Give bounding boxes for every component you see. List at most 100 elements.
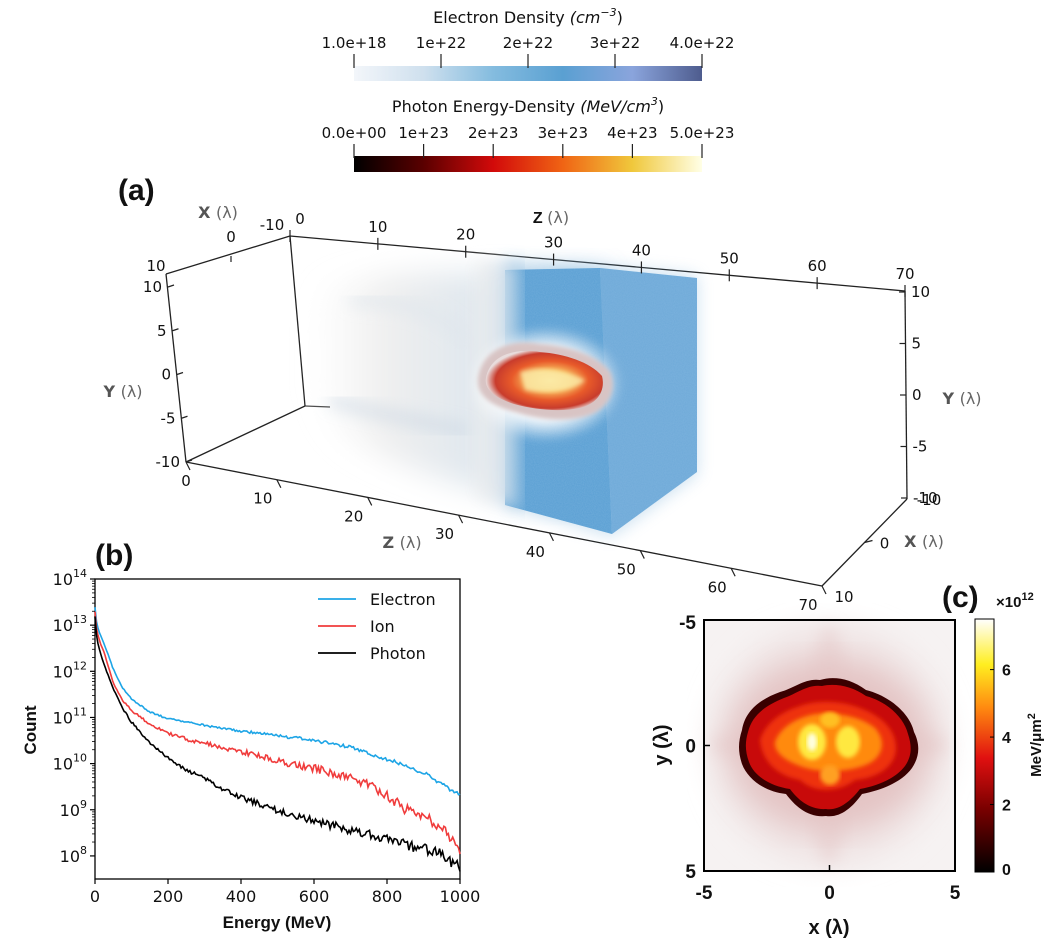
x-right-axis-title: X (λ) <box>904 532 944 551</box>
y-right-axis-tick-label: -10 <box>913 489 938 507</box>
y-right-axis-tick-label: -5 <box>913 438 928 456</box>
y-left-axis-tick <box>172 328 179 332</box>
electron-colorbar-gradient <box>354 66 702 81</box>
photon-colorbar: Photon Energy-Density (MeV/cm3) 0.0e+00 1… <box>322 95 735 172</box>
photon-colorbar-gradient <box>354 156 702 172</box>
c-colorbar-tick-label: 2 <box>1002 798 1011 815</box>
z-bottom-axis-tick-label: 30 <box>435 525 454 543</box>
panel-c-ylabel: y (λ) <box>651 724 673 765</box>
y-tick-label: 1012 <box>53 659 87 681</box>
panel-b-plot-frame <box>94 578 461 880</box>
photon-colorbar-title: Photon Energy-Density (MeV/cm3) <box>392 95 664 116</box>
y-right-axis-tick-label: 10 <box>911 283 930 301</box>
z-bottom-axis-tick <box>276 479 282 488</box>
panel-b-y-ticks: 108 109 1010 1011 1012 1013 1014 <box>53 567 95 866</box>
y-left-axis-tick-label: 0 <box>161 366 171 384</box>
electron-colorbar-ticks: 1.0e+18 1e+22 2e+22 3e+22 4.0e+22 <box>322 34 735 68</box>
x-tick-label: 200 <box>153 887 184 906</box>
panel-c-colorbar <box>974 618 995 873</box>
x-right-axis-tick-label: 10 <box>834 588 853 606</box>
z-bottom-axis-tick-label: 10 <box>253 490 272 508</box>
panel-a-label: (a) <box>118 174 155 207</box>
z-top-axis-tick-label: 60 <box>808 257 827 275</box>
panel-c-ticks: -5 0 5-505 <box>679 613 961 904</box>
z-top-axis-tick-label: -10 <box>260 216 285 234</box>
z-bottom-axis-tick <box>639 550 645 559</box>
z-bottom-axis-tick-label: 0 <box>181 472 191 490</box>
z-bottom-axis-tick-label: 20 <box>344 507 363 525</box>
c-y-tick-label: 5 <box>685 862 696 883</box>
series-line-ion <box>94 611 461 855</box>
z-bottom-axis-tick <box>185 461 191 471</box>
z-bottom-axis-tick <box>548 532 554 542</box>
electron-colorbar: Electron Density (cm−3) 1.0e+18 1e+22 2e+2… <box>322 6 735 81</box>
x-tick-label: 0 <box>90 887 100 906</box>
z-top-axis-tick-label: 0 <box>295 210 305 228</box>
y-tick-label: 1014 <box>53 567 87 589</box>
y-tick-label: 109 <box>60 798 87 820</box>
y-right-axis-title: Y (λ) <box>941 389 981 408</box>
c-colorbar-tick-label: 4 <box>1002 730 1011 747</box>
x-tick-label: 1000 <box>440 887 481 906</box>
z-bottom-axis-tick-label: 50 <box>617 561 636 579</box>
z-bottom-axis-tick <box>730 568 736 577</box>
z-bottom-axis-tick-label: 70 <box>798 596 817 614</box>
z-top-axis-tick-label: 40 <box>632 241 651 259</box>
y-left-axis-tick <box>185 459 193 463</box>
panel-c-colorbar-multiplier: ×1012 <box>996 591 1034 611</box>
c-colorbar-tick-label: 6 <box>1002 663 1011 680</box>
panel-a-axes: -10 0 10 20 30 40 50 60 70Z (λ)010203040506070Z … <box>102 203 981 614</box>
y-left-axis-tick-label: 5 <box>157 322 167 340</box>
y-tick-label: 108 <box>60 844 87 866</box>
z-bottom-axis-tick <box>821 585 827 595</box>
panel-b-ylabel: Count <box>21 705 40 754</box>
panel-c-label: (c) <box>942 581 979 614</box>
legend-label-ion: Ion <box>370 617 395 636</box>
y-left-axis-tick <box>176 371 184 376</box>
x-left-axis-title: X (λ) <box>198 203 238 222</box>
z-bottom-axis-title: Z (λ) <box>382 533 421 552</box>
panel-c-xlabel: x (λ) <box>808 917 849 939</box>
z-bottom-axis-tick-label: 40 <box>526 543 545 561</box>
x-right-axis-tick-label: -10 <box>917 491 942 509</box>
photon-hotspot <box>467 326 623 442</box>
y-left-axis-tick-label: -10 <box>156 453 181 471</box>
electron-colorbar-title: Electron Density (cm−3) <box>433 6 623 27</box>
photon-colorbar-ticks: 0.0e+00 1e+23 2e+23 3e+23 4e+23 5.0e+23 <box>322 124 735 158</box>
electron-colorbar-tick-label: 3e+22 <box>590 34 640 52</box>
y-right-axis-tick-label: 0 <box>912 386 922 404</box>
y-tick-label: 1010 <box>53 752 87 774</box>
x-left-axis-tick-label: 10 <box>146 257 165 275</box>
y-tick-label: 1013 <box>53 613 87 635</box>
panel-a-box-front-edges <box>304 405 331 408</box>
photon-colorbar-tick-label: 4e+23 <box>607 124 657 142</box>
panel-a-3d-render: -10 0 10 20 30 40 50 60 70Z (λ)010203040506070Z … <box>102 203 981 614</box>
electron-colorbar-tick-label: 4.0e+22 <box>670 34 735 52</box>
y-left-axis-tick <box>181 415 188 419</box>
x-tick-label: 400 <box>226 887 257 906</box>
z-bottom-axis-tick-label: 60 <box>708 578 727 596</box>
photon-colorbar-tick-label: 5.0e+23 <box>670 124 735 142</box>
y-right-axis-tick-label: 5 <box>912 335 922 353</box>
x-right-axis-tick <box>864 539 873 544</box>
z-top-axis-tick-label: 70 <box>895 265 914 283</box>
z-top-axis-tick-label: 10 <box>368 218 387 236</box>
x-left-axis-tick-label: 0 <box>226 228 236 246</box>
x-right-axis-tick-label: 0 <box>880 535 890 553</box>
y-left-axis-tick <box>167 284 175 288</box>
c-x-tick-label: 5 <box>950 883 961 904</box>
electron-colorbar-tick-label: 2e+22 <box>503 34 553 52</box>
legend-label-electron: Electron <box>370 590 436 609</box>
y-left-axis-title: Y (λ) <box>102 382 142 401</box>
photon-colorbar-tick-label: 3e+23 <box>538 124 588 142</box>
series-line-photon <box>94 616 461 872</box>
panel-b-x-ticks: 0 200 400 600 800 1000 <box>90 879 480 906</box>
electron-colorbar-tick-label: 1e+22 <box>416 34 466 52</box>
z-top-axis-tick-label: 50 <box>720 249 739 267</box>
panel-b-label: (b) <box>95 539 133 572</box>
x-tick-label: 800 <box>372 887 403 906</box>
photon-colorbar-tick-label: 0.0e+00 <box>322 124 387 142</box>
photon-colorbar-tick-label: 2e+23 <box>468 124 518 142</box>
z-top-axis-title: Z (λ) <box>533 208 569 227</box>
